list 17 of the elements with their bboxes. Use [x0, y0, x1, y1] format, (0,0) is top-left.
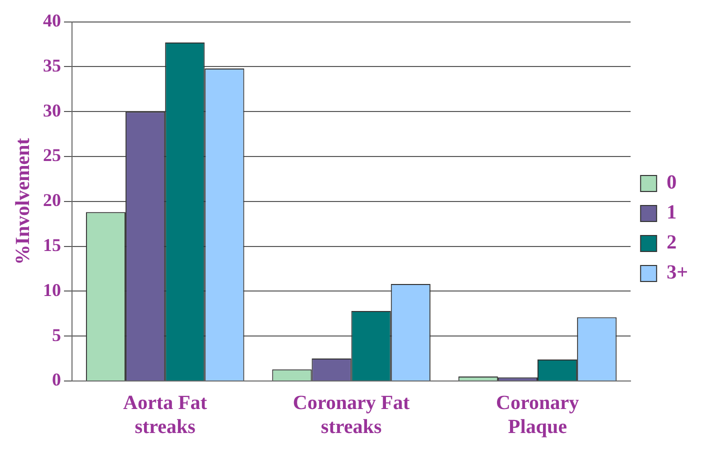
- y-axis-title: %Involvement: [12, 138, 34, 265]
- y-tick-label: 30: [43, 100, 61, 120]
- y-tick-label: 15: [43, 234, 61, 255]
- legend-label: 0: [666, 172, 677, 194]
- legend-label: 2: [666, 232, 677, 254]
- y-tick-label: 40: [43, 10, 61, 30]
- y-tick-label: 5: [52, 324, 61, 345]
- legend-label: 3+: [666, 262, 688, 284]
- y-tick-label: 35: [43, 55, 61, 76]
- x-tick-label: Coronary Plaque: [496, 392, 579, 438]
- y-tick-label: 0: [52, 370, 61, 390]
- y-tick-label: 25: [43, 145, 61, 166]
- legend-label: 1: [666, 202, 677, 224]
- y-tick-label: 10: [43, 280, 61, 300]
- x-tick-label: Coronary Fat streaks: [292, 392, 410, 438]
- x-tick-label: Aorta Fat streaks: [123, 392, 208, 438]
- y-tick-label: 20: [43, 190, 61, 210]
